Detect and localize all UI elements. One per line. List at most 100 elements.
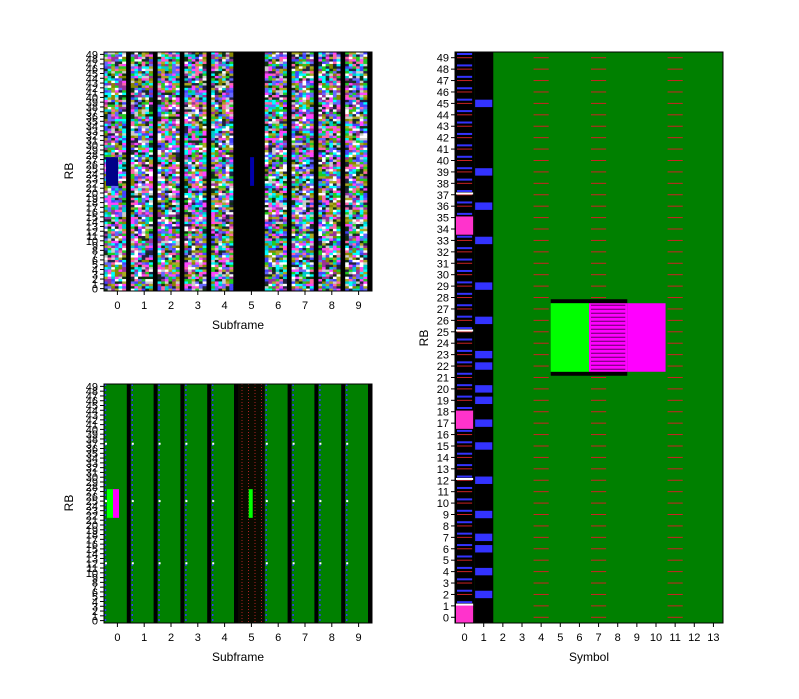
noise-cell	[161, 59, 166, 62]
noise-cell	[168, 83, 173, 86]
noise-cell	[168, 216, 173, 220]
noise-cell	[318, 142, 323, 146]
noise-cell	[175, 68, 180, 72]
noise-cell	[306, 56, 311, 60]
noise-cell	[191, 178, 196, 182]
noise-cell	[168, 71, 173, 74]
noise-cell	[161, 236, 166, 239]
noise-cell	[345, 138, 350, 141]
noise-cell	[264, 255, 269, 258]
noise-cell	[332, 128, 337, 132]
noise-cell	[130, 164, 135, 168]
noise-cell	[264, 183, 269, 187]
noise-cell	[191, 166, 196, 170]
noise-cell	[279, 99, 284, 103]
noise-cell	[268, 190, 273, 194]
noise-cell	[107, 238, 112, 242]
noise-cell	[188, 56, 192, 60]
noise-cell	[302, 183, 307, 187]
noise-cell	[184, 176, 189, 179]
noise-cell	[118, 130, 123, 134]
noise-cell	[211, 243, 216, 246]
noise-cell	[175, 250, 180, 254]
noise-cell	[111, 281, 116, 285]
noise-cell	[168, 92, 173, 96]
noise-cell	[229, 90, 234, 93]
noise-cell	[188, 207, 192, 211]
noise-cell	[148, 166, 153, 170]
noise-cell	[332, 161, 337, 165]
noise-cell	[302, 197, 307, 201]
noise-cell	[104, 116, 108, 120]
noise-cell	[145, 97, 150, 101]
noise-cell	[298, 159, 303, 163]
noise-cell	[111, 214, 116, 218]
noise-cell	[295, 288, 300, 291]
noise-cell	[229, 104, 234, 108]
noise-cell	[336, 231, 341, 234]
noise-cell	[268, 247, 273, 251]
noise-cell	[345, 247, 350, 251]
noise-cell	[198, 159, 203, 163]
noise-cell	[145, 193, 150, 196]
noise-cell	[145, 288, 150, 291]
noise-cell	[282, 183, 287, 187]
noise-cell	[309, 236, 314, 239]
noise-cell	[309, 173, 314, 177]
noise-cell	[138, 52, 142, 55]
noise-cell	[184, 97, 189, 101]
noise-cell	[195, 123, 200, 127]
noise-cell	[145, 154, 150, 158]
noise-cell	[264, 116, 269, 120]
noise-cell	[218, 221, 223, 225]
noise-cell	[214, 78, 219, 81]
noise-cell	[107, 73, 112, 77]
noise-cell	[268, 73, 273, 77]
noise-cell	[329, 178, 334, 182]
noise-cell	[175, 233, 180, 237]
noise-cell	[295, 267, 300, 270]
noise-cell	[172, 56, 177, 60]
noise-cell	[295, 228, 300, 232]
noise-cell	[202, 286, 207, 289]
noise-cell	[282, 56, 287, 60]
noise-cell	[302, 228, 307, 232]
noise-cell	[306, 85, 311, 89]
noise-cell	[104, 238, 108, 242]
noise-cell	[134, 75, 139, 79]
noise-cell	[332, 73, 337, 77]
noise-cell	[202, 126, 207, 129]
noise-cell	[302, 193, 307, 196]
noise-cell	[295, 216, 300, 220]
noise-cell	[322, 247, 326, 251]
noise-cell	[302, 216, 307, 220]
noise-cell	[118, 243, 123, 246]
noise-cell	[202, 149, 207, 153]
noise-cell	[332, 214, 337, 218]
noise-cell	[122, 164, 127, 168]
noise-cell	[198, 111, 203, 115]
noise-cell	[298, 183, 303, 187]
noise-cell	[229, 56, 234, 60]
noise-cell	[302, 269, 307, 273]
noise-cell	[295, 157, 300, 160]
noise-cell	[214, 75, 219, 79]
noise-cell	[222, 71, 227, 74]
noise-cell	[279, 195, 284, 199]
noise-cell	[211, 68, 216, 72]
noise-cell	[138, 264, 142, 268]
noise-cell	[122, 204, 127, 208]
noise-cell	[134, 83, 139, 86]
noise-cell	[348, 259, 353, 263]
noise-cell	[161, 262, 166, 266]
noise-cell	[172, 75, 177, 79]
noise-cell	[325, 173, 330, 177]
noise-cell	[118, 166, 123, 170]
noise-cell	[295, 250, 300, 254]
noise-cell	[218, 207, 223, 211]
noise-cell	[229, 161, 234, 165]
noise-cell	[222, 171, 227, 175]
noise-cell	[211, 97, 216, 101]
noise-cell	[202, 118, 207, 122]
noise-cell	[222, 231, 227, 234]
